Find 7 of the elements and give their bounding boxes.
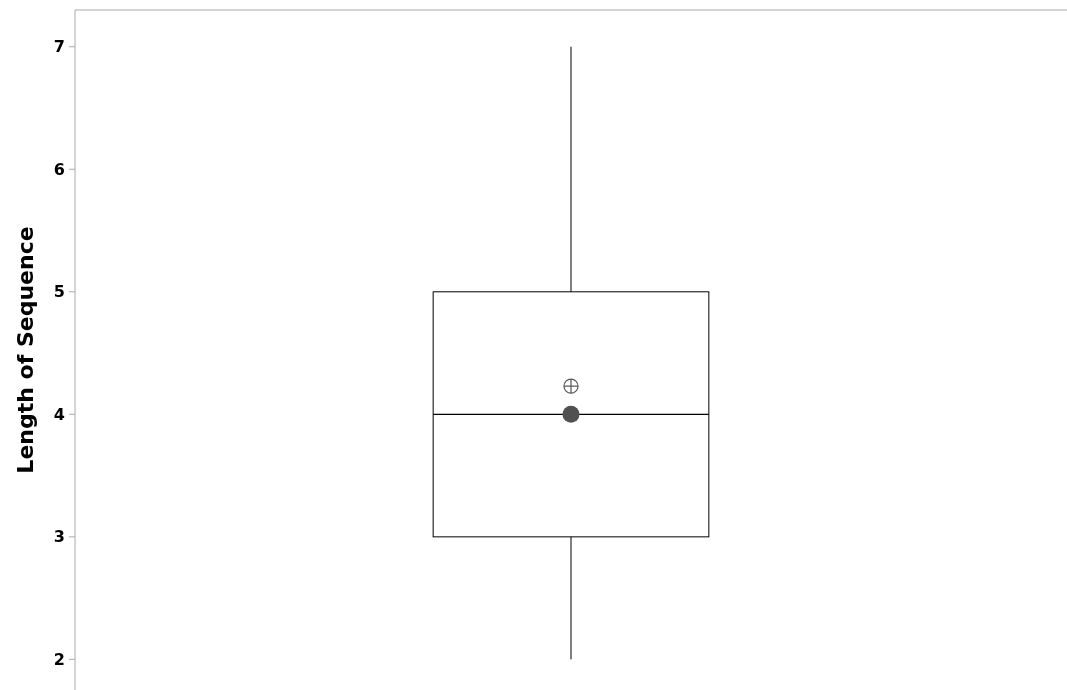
- y-tick-label: 3: [53, 527, 65, 547]
- y-tick-label: 2: [53, 649, 65, 669]
- y-tick-label: 5: [53, 282, 65, 302]
- y-tick-label: 4: [53, 404, 65, 424]
- y-axis-title: Length of Sequence: [12, 226, 38, 474]
- y-tick-label: 6: [53, 159, 65, 179]
- y-tick-label: 7: [53, 37, 65, 57]
